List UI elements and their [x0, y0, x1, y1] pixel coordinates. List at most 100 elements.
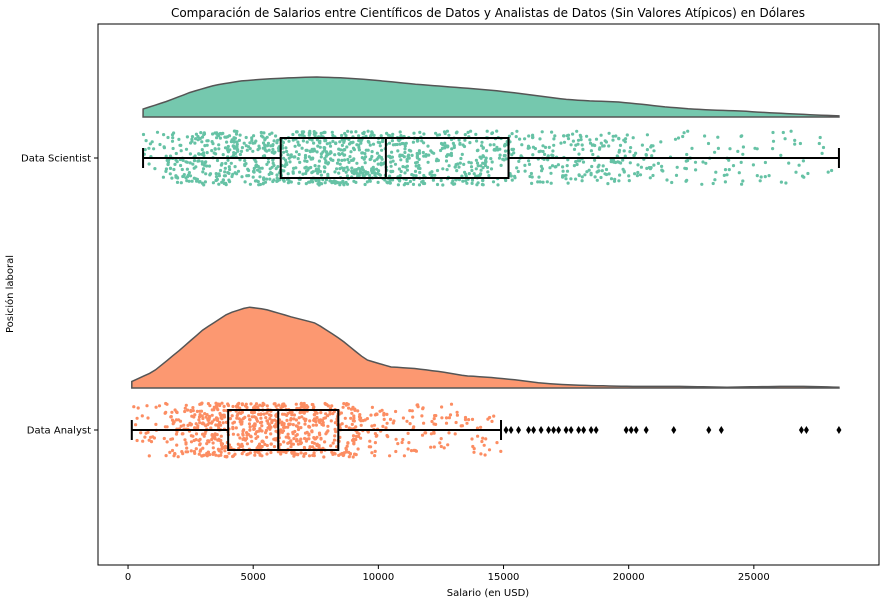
data-point	[297, 143, 301, 147]
data-point	[578, 133, 582, 137]
data-point	[225, 140, 229, 144]
data-point	[326, 161, 331, 165]
data-point	[279, 452, 283, 456]
data-point	[329, 419, 333, 423]
data-point	[375, 157, 379, 161]
data-point	[460, 152, 464, 156]
data-point	[208, 172, 213, 176]
data-point	[685, 152, 689, 157]
data-point	[214, 401, 218, 405]
data-point	[272, 139, 276, 143]
data-point	[197, 415, 202, 419]
data-point	[344, 134, 348, 138]
data-point	[739, 160, 743, 164]
data-point	[690, 146, 694, 150]
data-point	[263, 146, 267, 150]
data-point	[211, 181, 215, 185]
data-point	[331, 133, 335, 137]
data-point	[636, 163, 640, 167]
data-point	[231, 421, 235, 425]
data-point	[154, 405, 158, 409]
data-point	[499, 449, 503, 453]
data-point	[217, 437, 221, 441]
outlier-point	[633, 426, 639, 434]
data-point	[386, 181, 390, 185]
data-point	[145, 404, 149, 408]
data-point	[723, 180, 728, 184]
data-point	[486, 170, 490, 174]
data-point	[483, 453, 487, 457]
data-point	[248, 418, 252, 422]
data-point	[360, 151, 364, 155]
data-point	[248, 425, 252, 429]
data-point	[223, 166, 227, 170]
data-point	[404, 141, 408, 145]
data-point	[540, 169, 544, 173]
data-point	[354, 130, 358, 134]
data-point	[346, 441, 350, 445]
data-point	[287, 441, 291, 445]
data-point	[132, 405, 136, 409]
data-point	[414, 164, 418, 168]
data-point	[490, 131, 494, 136]
data-point	[440, 146, 444, 150]
data-point	[200, 401, 204, 405]
data-point	[195, 409, 199, 413]
data-point	[681, 134, 685, 139]
data-point	[682, 131, 686, 135]
data-point	[227, 134, 232, 138]
data-point	[231, 454, 235, 459]
data-point	[554, 165, 558, 169]
data-point	[198, 421, 202, 425]
data-point	[373, 454, 377, 458]
data-point	[352, 170, 356, 174]
data-point	[194, 438, 198, 442]
data-point	[280, 430, 284, 434]
data-point	[368, 179, 372, 183]
data-point	[185, 135, 189, 139]
data-point	[210, 408, 214, 412]
data-point	[304, 439, 308, 443]
data-point	[453, 432, 457, 436]
data-point	[446, 443, 450, 447]
data-point	[219, 434, 223, 438]
data-point	[480, 140, 484, 144]
data-point	[268, 417, 272, 421]
data-point	[228, 180, 232, 184]
data-point	[309, 165, 313, 170]
density-cloud-data-analyst	[131, 306, 840, 389]
data-point	[703, 134, 707, 138]
data-point	[140, 414, 144, 418]
data-point	[267, 425, 271, 429]
data-point	[566, 137, 571, 141]
data-point	[571, 132, 575, 136]
data-point	[340, 133, 344, 138]
data-point	[553, 134, 557, 138]
data-point	[260, 166, 264, 170]
data-point	[660, 164, 664, 168]
data-point	[471, 444, 475, 449]
data-point	[590, 164, 594, 169]
data-point	[187, 179, 191, 183]
data-point	[241, 432, 245, 436]
data-point	[759, 175, 763, 179]
data-point	[282, 179, 286, 183]
data-point	[321, 423, 325, 427]
data-point	[372, 423, 377, 427]
data-point	[455, 130, 459, 134]
data-point	[250, 415, 254, 419]
data-point	[341, 453, 345, 458]
data-point	[302, 411, 306, 415]
data-point	[596, 165, 600, 169]
data-point	[602, 144, 606, 148]
data-point	[286, 172, 290, 176]
data-point	[324, 432, 328, 436]
data-point	[301, 139, 305, 143]
data-point	[190, 414, 194, 418]
data-point	[479, 156, 483, 160]
data-point	[340, 158, 344, 162]
outlier-point	[798, 426, 804, 434]
data-point	[264, 416, 268, 420]
data-point	[286, 432, 290, 436]
